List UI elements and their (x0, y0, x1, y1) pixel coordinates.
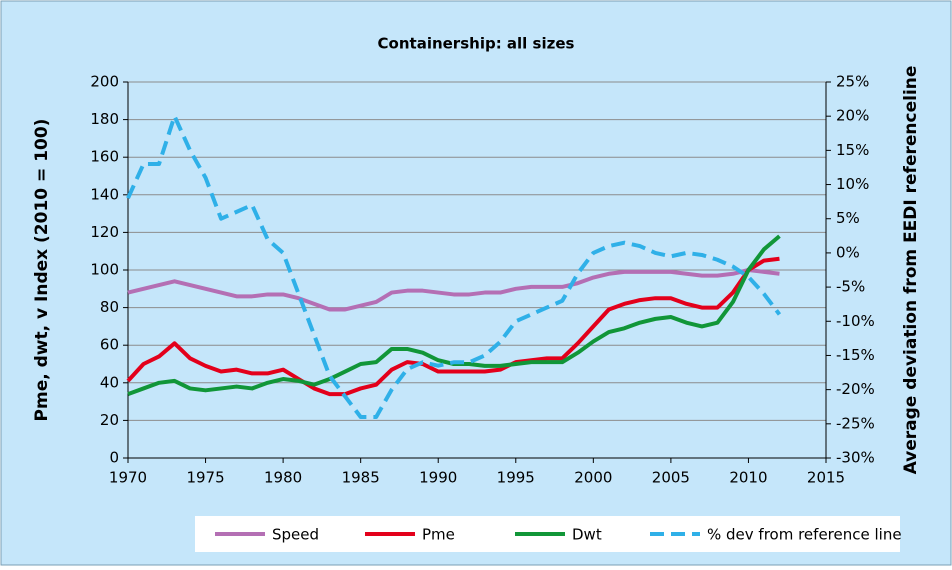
y-tick-label: 160 (90, 148, 119, 166)
y2-tick-label: -15% (836, 346, 875, 364)
y-tick-label: 0 (109, 449, 119, 467)
y-tick-label: 200 (90, 73, 119, 91)
x-tick-label: 2005 (652, 469, 690, 487)
x-tick-label: 2015 (807, 469, 845, 487)
y2-tick-label: -30% (836, 449, 875, 467)
series-line (126, 256, 780, 397)
y2-axis-title: Average deviation from EEDI referencelin… (901, 66, 921, 475)
y2-tick-label: 15% (836, 141, 869, 159)
y2-tick-label: 5% (836, 209, 860, 227)
y-tick-label: 120 (90, 223, 119, 241)
y-tick-label: 80 (100, 298, 119, 316)
x-tick-label: 1975 (186, 469, 224, 487)
legend-label: % dev from reference line (707, 526, 902, 544)
y-tick-label: 20 (100, 411, 119, 429)
legend-label: Speed (272, 526, 319, 544)
y-axis-title: Pme, dwt, v Index (2010 = 100) (32, 119, 52, 422)
x-tick-label: 1970 (109, 469, 147, 487)
y2-tick-label: -20% (836, 380, 875, 398)
y-tick-label: 180 (90, 110, 119, 128)
y2-tick-label: -10% (836, 312, 875, 330)
y2-tick-label: 20% (836, 107, 869, 125)
y-tick-label: 140 (90, 185, 119, 203)
y2-tick-label: -5% (836, 278, 865, 296)
x-tick-label: 2000 (574, 469, 612, 487)
series-line (127, 268, 780, 312)
y2-tick-label: 10% (836, 175, 869, 193)
chart-title: Containership: all sizes (378, 35, 575, 53)
y2-tick-label: 0% (836, 243, 860, 261)
x-tick-label: 1985 (342, 469, 380, 487)
x-tick-label: 1995 (497, 469, 535, 487)
x-tick-label: 1990 (419, 469, 457, 487)
y-tick-label: 40 (100, 373, 119, 391)
y-tick-label: 100 (90, 261, 119, 279)
x-tick-label: 2010 (729, 469, 767, 487)
y2-tick-label: 25% (836, 73, 869, 91)
legend-label: Pme (422, 526, 455, 544)
y-tick-label: 60 (100, 336, 119, 354)
x-tick-label: 1980 (264, 469, 302, 487)
y2-tick-label: -25% (836, 414, 875, 432)
series-line (126, 114, 782, 419)
legend-label: Dwt (572, 526, 602, 544)
